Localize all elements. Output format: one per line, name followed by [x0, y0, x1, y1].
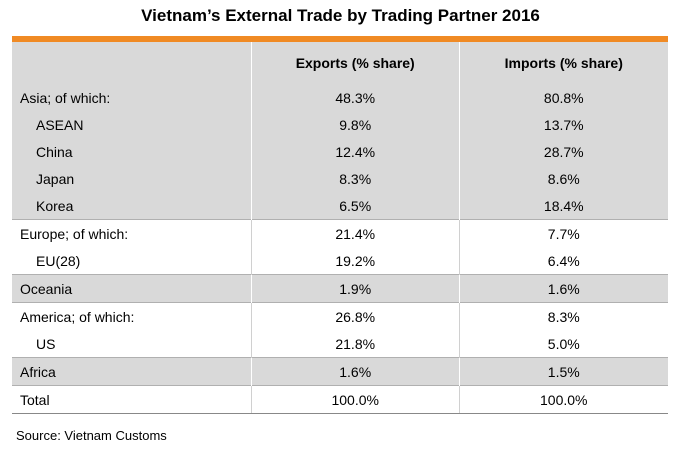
- row-exports: 12.4%: [250, 138, 460, 165]
- row-imports: 1.6%: [458, 274, 668, 303]
- row-imports: 5.0%: [458, 330, 668, 358]
- table-row: US 21.8% 5.0%: [12, 330, 668, 358]
- row-label: Europe; of which:: [12, 219, 252, 247]
- row-imports: 6.4%: [458, 247, 668, 275]
- row-label: Oceania: [12, 274, 252, 303]
- table-row: China 12.4% 28.7%: [12, 138, 668, 165]
- header-partner: [12, 42, 252, 84]
- accent-bar: [12, 36, 668, 42]
- table-row: Oceania 1.9% 1.6%: [12, 274, 668, 303]
- table-row: America; of which: 26.8% 8.3%: [12, 302, 668, 330]
- row-exports: 8.3%: [250, 165, 460, 192]
- row-exports: 26.8%: [250, 302, 460, 330]
- row-imports: 80.8%: [458, 84, 668, 111]
- row-imports: 8.6%: [458, 165, 668, 192]
- row-label: Japan: [12, 165, 252, 192]
- row-exports: 6.5%: [250, 192, 460, 220]
- row-exports: 1.6%: [250, 357, 460, 386]
- row-label: US: [36, 335, 56, 352]
- header-imports: Imports (% share): [458, 42, 668, 84]
- row-label: Total: [12, 385, 252, 414]
- table-row: Asia; of which: 48.3% 80.8%: [12, 84, 668, 111]
- row-label: America; of which:: [12, 302, 252, 330]
- row-exports: 100.0%: [250, 385, 460, 414]
- row-label: Asia; of which:: [12, 84, 252, 111]
- row-exports: 19.2%: [250, 247, 460, 275]
- row-exports: 21.4%: [250, 219, 460, 247]
- table-header-row: Exports (% share) Imports (% share): [12, 42, 668, 84]
- header-exports: Exports (% share): [250, 42, 460, 84]
- table-row: Europe; of which: 21.4% 7.7%: [12, 219, 668, 247]
- row-label: ASEAN: [12, 111, 252, 138]
- table-row: ASEAN 9.8% 13.7%: [12, 111, 668, 138]
- table-title: Vietnam’s External Trade by Trading Part…: [141, 6, 540, 25]
- table-row: Japan 8.3% 8.6%: [12, 165, 668, 192]
- source-note: Source: Vietnam Customs: [16, 428, 167, 443]
- row-exports: 1.9%: [250, 274, 460, 303]
- row-label: China: [12, 138, 252, 165]
- table-row: EU(28) 19.2% 6.4%: [12, 247, 668, 275]
- row-imports: 7.7%: [458, 219, 668, 247]
- row-imports: 28.7%: [458, 138, 668, 165]
- row-imports: 8.3%: [458, 302, 668, 330]
- row-label: Africa: [12, 357, 252, 386]
- table-row: Korea 6.5% 18.4%: [12, 192, 668, 220]
- table-row: Africa 1.6% 1.5%: [12, 357, 668, 386]
- row-exports: 48.3%: [250, 84, 460, 111]
- row-imports: 18.4%: [458, 192, 668, 220]
- row-exports: 9.8%: [250, 111, 460, 138]
- row-imports: 1.5%: [458, 357, 668, 386]
- row-label: Korea: [12, 192, 252, 220]
- row-imports: 13.7%: [458, 111, 668, 138]
- table-row-total: Total 100.0% 100.0%: [12, 385, 668, 414]
- row-label: EU(28): [36, 252, 81, 269]
- row-imports: 100.0%: [458, 385, 668, 414]
- trade-table: Exports (% share) Imports (% share) Asia…: [12, 42, 668, 414]
- row-exports: 21.8%: [250, 330, 460, 358]
